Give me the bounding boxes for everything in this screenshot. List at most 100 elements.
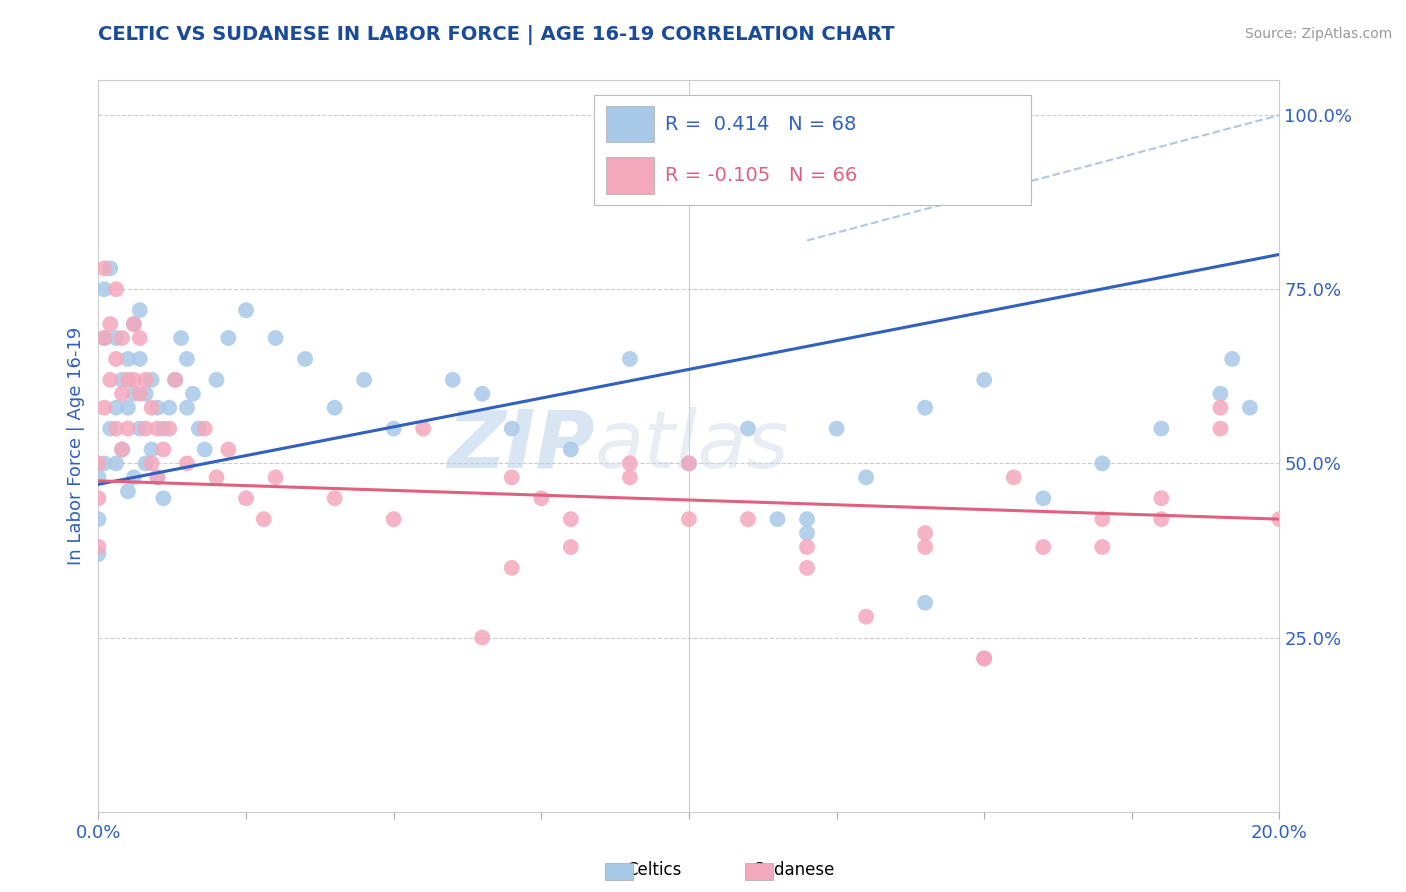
- Point: [152, 491, 174, 506]
- Point: [122, 373, 145, 387]
- Point: [135, 457, 157, 471]
- Point: [1220, 351, 1243, 366]
- Point: [93, 261, 115, 276]
- Point: [855, 470, 877, 484]
- Point: [128, 421, 150, 435]
- Point: [560, 442, 582, 457]
- Point: [98, 261, 121, 276]
- Point: [157, 421, 180, 435]
- Point: [973, 373, 995, 387]
- Point: [560, 512, 582, 526]
- FancyBboxPatch shape: [595, 95, 1032, 204]
- Point: [678, 512, 700, 526]
- Point: [93, 457, 115, 471]
- Text: Sudanese: Sudanese: [754, 861, 835, 879]
- Point: [1150, 491, 1173, 506]
- Point: [619, 351, 641, 366]
- Point: [382, 512, 405, 526]
- Point: [796, 561, 818, 575]
- Point: [530, 491, 553, 506]
- Point: [141, 373, 163, 387]
- Point: [323, 401, 346, 415]
- Point: [737, 421, 759, 435]
- Point: [1268, 512, 1291, 526]
- Text: Source: ZipAtlas.com: Source: ZipAtlas.com: [1244, 27, 1392, 41]
- Point: [111, 442, 134, 457]
- Text: CELTIC VS SUDANESE IN LABOR FORCE | AGE 16-19 CORRELATION CHART: CELTIC VS SUDANESE IN LABOR FORCE | AGE …: [98, 25, 896, 45]
- Point: [678, 164, 700, 178]
- Text: atlas: atlas: [595, 407, 789, 485]
- Point: [1002, 470, 1025, 484]
- Point: [501, 421, 523, 435]
- Point: [111, 373, 134, 387]
- Point: [135, 421, 157, 435]
- Point: [87, 491, 110, 506]
- Point: [176, 401, 198, 415]
- Point: [217, 442, 239, 457]
- Point: [914, 401, 936, 415]
- Point: [135, 373, 157, 387]
- Point: [122, 317, 145, 331]
- Point: [501, 470, 523, 484]
- Point: [1209, 386, 1232, 401]
- Point: [1091, 512, 1114, 526]
- Point: [93, 282, 115, 296]
- Point: [87, 470, 110, 484]
- Point: [796, 512, 818, 526]
- Point: [128, 303, 150, 318]
- Point: [135, 386, 157, 401]
- Point: [157, 401, 180, 415]
- Point: [678, 457, 700, 471]
- Text: Celtics: Celtics: [626, 861, 682, 879]
- Point: [105, 351, 128, 366]
- Bar: [606, 106, 654, 143]
- Text: ZIP: ZIP: [447, 407, 595, 485]
- Point: [323, 491, 346, 506]
- Point: [111, 331, 134, 345]
- Point: [353, 373, 375, 387]
- Point: [122, 470, 145, 484]
- Point: [87, 512, 110, 526]
- Point: [1239, 401, 1261, 415]
- Point: [205, 470, 228, 484]
- Point: [1150, 512, 1173, 526]
- Point: [165, 373, 187, 387]
- Point: [117, 373, 139, 387]
- Point: [87, 457, 110, 471]
- Point: [105, 331, 128, 345]
- Point: [146, 401, 169, 415]
- Point: [194, 442, 217, 457]
- Point: [1032, 491, 1054, 506]
- Point: [501, 561, 523, 575]
- Point: [1150, 421, 1173, 435]
- Point: [619, 457, 641, 471]
- Point: [441, 373, 464, 387]
- Point: [1091, 540, 1114, 554]
- Point: [87, 547, 110, 561]
- Point: [560, 540, 582, 554]
- Bar: [606, 157, 654, 194]
- Point: [128, 331, 150, 345]
- Point: [471, 631, 494, 645]
- Point: [205, 373, 228, 387]
- Point: [294, 351, 316, 366]
- Point: [796, 540, 818, 554]
- Point: [141, 457, 163, 471]
- Point: [93, 401, 115, 415]
- Point: [235, 491, 257, 506]
- Point: [253, 512, 276, 526]
- Point: [217, 331, 239, 345]
- Point: [141, 442, 163, 457]
- Point: [152, 442, 174, 457]
- Point: [165, 373, 187, 387]
- Point: [766, 512, 789, 526]
- Point: [152, 421, 174, 435]
- Point: [87, 540, 110, 554]
- Point: [737, 512, 759, 526]
- Point: [141, 401, 163, 415]
- Point: [181, 386, 204, 401]
- Point: [796, 526, 818, 541]
- Point: [105, 421, 128, 435]
- Point: [117, 421, 139, 435]
- Point: [128, 386, 150, 401]
